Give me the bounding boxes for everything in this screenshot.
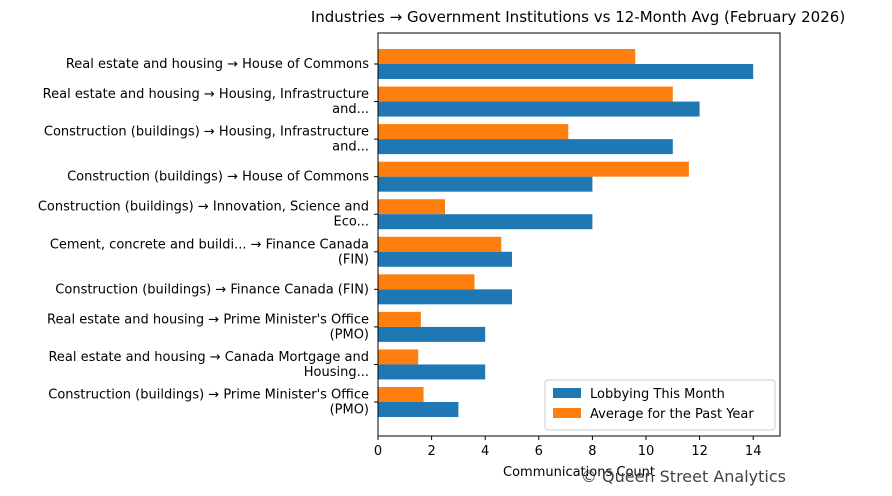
legend: Lobbying This Month Average for the Past … <box>544 379 776 431</box>
legend-label: Lobbying This Month <box>590 387 725 402</box>
bar-this-month <box>378 101 700 117</box>
bar-average <box>378 349 419 365</box>
y-tick-label: Real estate and housing → House of Commo… <box>66 57 369 72</box>
bar-average <box>378 387 424 402</box>
bar-average <box>378 86 673 102</box>
x-tick-label: 8 <box>588 444 596 459</box>
bar-average <box>378 311 421 327</box>
y-tick-label: (PMO) <box>330 327 369 342</box>
y-axis-labels: Real estate and housing → House of Commo… <box>38 57 378 418</box>
y-tick-label: Real estate and housing → Housing, Infra… <box>43 87 369 102</box>
x-axis-ticks: 0 2 4 6 8 10 12 14 <box>374 436 762 459</box>
y-tick-label: Construction (buildings) → House of Comm… <box>67 170 369 185</box>
bar-this-month <box>378 402 459 417</box>
x-tick-label: 12 <box>691 444 708 459</box>
legend-box <box>544 379 776 431</box>
x-tick-label: 14 <box>745 444 762 459</box>
y-tick-label: Construction (buildings) → Finance Canad… <box>55 282 369 297</box>
bar-this-month <box>378 364 486 380</box>
x-tick-label: 0 <box>374 444 382 459</box>
legend-swatch <box>553 388 581 398</box>
plot-frame <box>377 32 781 437</box>
bars-group <box>378 49 754 417</box>
y-tick-label: and... <box>332 102 369 117</box>
bar-this-month <box>378 139 673 155</box>
x-tick-label: 10 <box>638 444 655 459</box>
bar-this-month <box>378 251 512 267</box>
y-tick-label: Housing... <box>304 365 369 380</box>
bar-average <box>378 49 636 64</box>
x-tick-label: 2 <box>427 444 435 459</box>
y-tick-label: Cement, concrete and buildi... → Finance… <box>50 237 369 252</box>
x-axis-label: Communications Count <box>503 465 655 480</box>
bar-this-month <box>378 176 593 192</box>
legend-swatch <box>553 408 581 418</box>
y-tick-label: and... <box>332 140 369 155</box>
bar-average <box>378 236 502 252</box>
bar-this-month <box>378 326 486 342</box>
bar-average <box>378 199 445 215</box>
y-tick-label: (FIN) <box>338 252 369 267</box>
watermark-text: © Queen Street Analytics <box>581 467 786 486</box>
bar-this-month <box>378 289 512 305</box>
y-tick-label: Construction (buildings) → Housing, Infr… <box>44 125 369 140</box>
y-tick-label: Construction (buildings) → Innovation, S… <box>38 200 369 215</box>
y-tick-label: Eco... <box>334 215 369 230</box>
bar-average <box>378 124 569 140</box>
y-tick-label: Construction (buildings) → Prime Ministe… <box>48 388 369 403</box>
bar-average <box>378 274 475 290</box>
x-tick-label: 4 <box>481 444 489 459</box>
y-tick-label: Real estate and housing → Prime Minister… <box>47 312 369 327</box>
legend-label: Average for the Past Year <box>590 407 754 422</box>
x-tick-label: 6 <box>535 444 543 459</box>
y-tick-label: Real estate and housing → Canada Mortgag… <box>48 350 369 365</box>
y-tick-label: (PMO) <box>330 403 369 418</box>
chart-title: Industries → Government Institutions vs … <box>311 8 845 26</box>
bar-this-month <box>378 64 754 79</box>
bar-average <box>378 161 689 177</box>
bar-this-month <box>378 214 593 230</box>
